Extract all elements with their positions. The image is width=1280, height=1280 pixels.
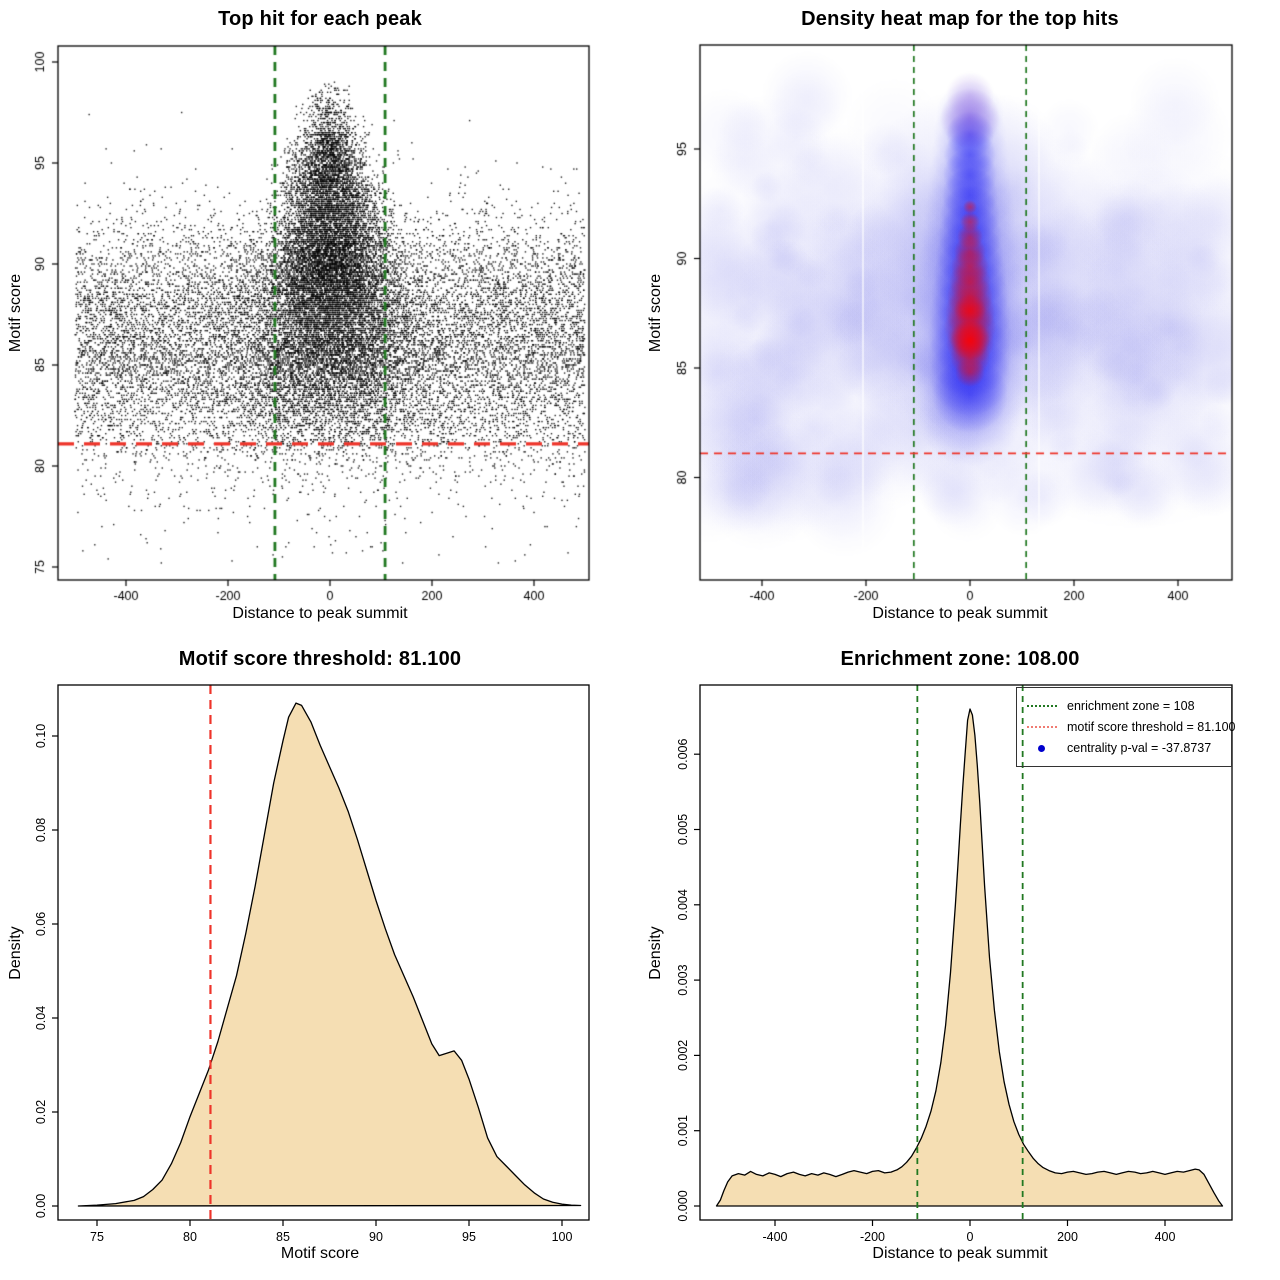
panel-density-heatmap: Density heat map for the top hits Distan… (640, 0, 1280, 640)
score-density-svg: 75 80 85 90 95 100 0.00 0.02 0.04 0.06 0.08 0.10 (34, 684, 590, 1244)
legend-item-centrality-pval: centrality p-val = -37.8737 (1017, 739, 1231, 758)
svg-text:-400: -400 (762, 1230, 787, 1244)
svg-text:75: 75 (90, 1230, 104, 1244)
y-axis-label: Density (647, 926, 664, 980)
svg-text:400: 400 (1155, 1230, 1176, 1244)
legend-item-motif-threshold: motif score threshold = 81.100 (1017, 718, 1236, 737)
panel-summit-distance-density: -400 -200 0 200 400 0.000 0.001 0.002 0.003 0.004… (640, 640, 1280, 1280)
legend-label: centrality p-val = -37.8737 (1067, 741, 1212, 755)
svg-text:85: 85 (276, 1230, 290, 1244)
svg-text:200: 200 (1057, 1230, 1078, 1244)
svg-text:0.04: 0.04 (34, 1006, 48, 1030)
svg-text:90: 90 (369, 1230, 383, 1244)
y-axis-label: Motif score (647, 273, 664, 353)
heatmap-canvas (640, 0, 1280, 640)
svg-text:0.005: 0.005 (676, 814, 690, 845)
x-axis-label: Distance to peak summit (872, 1245, 1048, 1262)
red-dotted-line-swatch (1027, 726, 1057, 728)
svg-text:95: 95 (462, 1230, 476, 1244)
distance-density-svg: -400 -200 0 200 400 0.000 0.001 0.002 0.003 0.004… (676, 684, 1233, 1244)
legend: enrichment zone = 108 motif score thresh… (1016, 687, 1236, 767)
svg-text:0.002: 0.002 (676, 1040, 690, 1071)
scatter-plot-canvas (0, 0, 640, 640)
svg-text:0.02: 0.02 (34, 1100, 48, 1124)
svg-text:0.003: 0.003 (676, 964, 690, 995)
svg-text:0.06: 0.06 (34, 912, 48, 936)
svg-text:0.006: 0.006 (676, 739, 690, 770)
panel-title: Density heat map for the top hits (801, 8, 1119, 30)
svg-text:0.10: 0.10 (34, 724, 48, 748)
legend-item-enrichment-zone: enrichment zone = 108 (1017, 697, 1231, 716)
svg-text:0.000: 0.000 (676, 1190, 690, 1221)
svg-text:0.00: 0.00 (34, 1194, 48, 1218)
panel-top-hit-scatter: Top hit for each peak Distance to peak s… (0, 0, 640, 640)
x-axis-label: Motif score (280, 1245, 360, 1262)
blue-dot-swatch (1038, 744, 1045, 752)
legend-label: enrichment zone = 108 (1067, 699, 1195, 713)
y-axis-label: Density (7, 926, 24, 980)
panel-title: Motif score threshold: 81.100 (178, 648, 462, 670)
x-axis-label: Distance to peak summit (232, 605, 408, 622)
svg-text:-200: -200 (860, 1230, 885, 1244)
svg-text:80: 80 (183, 1230, 197, 1244)
x-axis-label: Distance to peak summit (872, 605, 1048, 622)
svg-text:0.004: 0.004 (676, 889, 690, 920)
y-axis-label: Motif score (7, 273, 24, 353)
svg-text:100: 100 (552, 1230, 573, 1244)
svg-text:0: 0 (967, 1230, 974, 1244)
svg-text:0.08: 0.08 (34, 818, 48, 842)
green-dotted-line-swatch (1027, 705, 1057, 707)
svg-text:0.001: 0.001 (676, 1115, 690, 1146)
panel-motif-score-density: 75 80 85 90 95 100 0.00 0.02 0.04 0.06 0.08 0.10 Mo… (0, 640, 640, 1280)
panel-title: Enrichment zone: 108.00 (840, 648, 1080, 670)
panel-title: Top hit for each peak (218, 8, 422, 30)
legend-label: motif score threshold = 81.100 (1067, 720, 1236, 734)
